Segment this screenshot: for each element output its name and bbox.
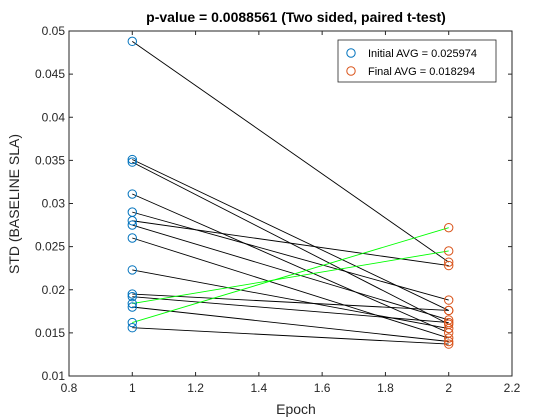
- x-tick-label: 1: [129, 381, 136, 395]
- y-tick-label: 0.045: [35, 67, 65, 81]
- x-tick-label: 1.2: [187, 381, 204, 395]
- y-tick-label: 0.03: [42, 197, 66, 211]
- legend-label-initial: Initial AVG = 0.025974: [368, 48, 477, 60]
- x-tick-label: 2: [445, 381, 452, 395]
- y-tick-label: 0.04: [42, 110, 66, 124]
- y-tick-label: 0.025: [35, 240, 65, 254]
- x-tick-label: 1.4: [251, 381, 268, 395]
- y-tick-label: 0.02: [42, 283, 66, 297]
- legend: Initial AVG = 0.025974 Final AVG = 0.018…: [338, 40, 496, 82]
- y-tick-label: 0.015: [35, 326, 65, 340]
- legend-label-final: Final AVG = 0.018294: [368, 66, 475, 78]
- x-tick-label: 0.8: [61, 381, 78, 395]
- y-tick-label: 0.035: [35, 153, 65, 167]
- x-tick-label: 1.6: [314, 381, 331, 395]
- y-tick-label: 0.01: [42, 369, 66, 383]
- x-axis-label: Epoch: [276, 401, 316, 417]
- x-tick-label: 2.2: [504, 381, 521, 395]
- y-axis-label: STD (BASELINE SLA): [6, 134, 22, 274]
- x-tick-label: 1.8: [377, 381, 394, 395]
- chart-title: p-value = 0.0088561 (Two sided, paired t…: [146, 9, 446, 25]
- y-tick-label: 0.05: [42, 24, 66, 38]
